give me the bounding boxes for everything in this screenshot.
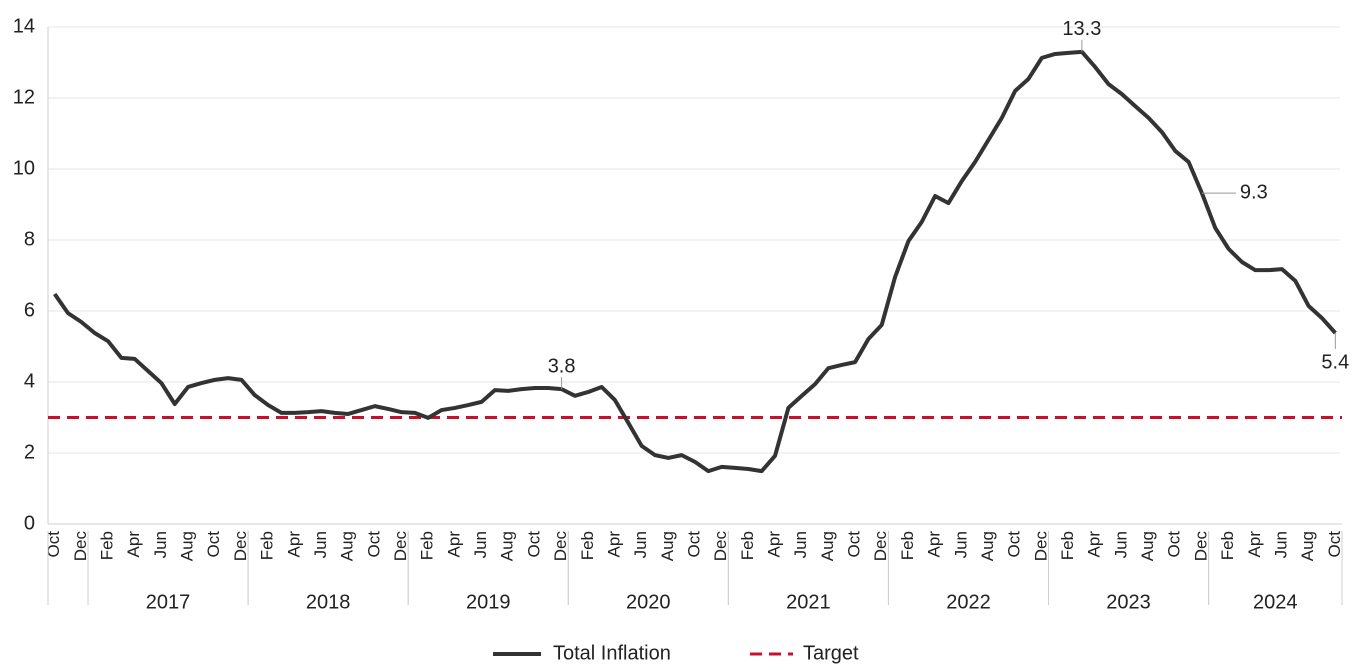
y-tick-label: 4 — [24, 370, 35, 392]
x-tick-label: Dec — [71, 531, 90, 562]
y-tick-label: 14 — [13, 15, 35, 37]
legend-label: Total Inflation — [553, 642, 671, 664]
y-tick-label: 0 — [24, 512, 35, 534]
x-tick-label: Jun — [311, 531, 330, 558]
data-label: 13.3 — [1062, 18, 1101, 40]
x-group-label: 2017 — [146, 591, 191, 613]
x-tick-label: Aug — [178, 531, 197, 561]
x-group-label: 2021 — [786, 591, 831, 613]
x-tick-label: Oct — [684, 531, 703, 558]
x-tick-label: Aug — [818, 531, 837, 561]
x-tick-label: Oct — [204, 531, 223, 558]
x-tick-label: Oct — [1325, 531, 1344, 558]
x-tick-label: Apr — [925, 531, 944, 558]
data-label: 3.8 — [548, 355, 576, 377]
x-tick-label: Aug — [338, 531, 357, 561]
x-tick-label: Jun — [1271, 531, 1290, 558]
x-tick-label: Apr — [1245, 531, 1264, 558]
x-tick-label: Oct — [44, 531, 63, 558]
x-tick-label: Dec — [391, 531, 410, 562]
x-tick-label: Feb — [1218, 531, 1237, 560]
legend-label: Target — [803, 642, 859, 664]
y-tick-label: 6 — [24, 299, 35, 321]
x-tick-label: Dec — [1191, 531, 1210, 562]
y-tick-label: 8 — [24, 228, 35, 250]
x-tick-label: Apr — [284, 531, 303, 558]
x-tick-label: Dec — [1031, 531, 1050, 562]
data-label: 5.4 — [1321, 351, 1349, 373]
x-tick-label: Feb — [898, 531, 917, 560]
x-tick-label: Feb — [418, 531, 437, 560]
y-tick-label: 12 — [13, 86, 35, 108]
x-tick-label: Oct — [1165, 531, 1184, 558]
x-tick-label: Apr — [604, 531, 623, 558]
y-tick-label: 2 — [24, 441, 35, 463]
x-tick-label: Oct — [845, 531, 864, 558]
x-tick-label: Feb — [98, 531, 117, 560]
x-tick-label: Jun — [1111, 531, 1130, 558]
x-tick-label: Aug — [978, 531, 997, 561]
x-tick-label: Dec — [231, 531, 250, 562]
x-tick-label: Feb — [738, 531, 757, 560]
x-group-label: 2018 — [306, 591, 351, 613]
x-tick-label: Apr — [1085, 531, 1104, 558]
x-group-label: 2022 — [946, 591, 991, 613]
x-tick-label: Jun — [791, 531, 810, 558]
x-tick-label: Feb — [1058, 531, 1077, 560]
x-group-label: 2019 — [466, 591, 511, 613]
x-tick-label: Jun — [951, 531, 970, 558]
x-tick-label: Jun — [631, 531, 650, 558]
data-label: 9.3 — [1240, 181, 1268, 203]
x-tick-label: Oct — [524, 531, 543, 558]
data-line — [53, 49, 1337, 474]
y-tick-label: 10 — [13, 157, 35, 179]
x-tick-label: Dec — [711, 531, 730, 562]
x-tick-label: Feb — [578, 531, 597, 560]
x-tick-label: Aug — [1298, 531, 1317, 561]
x-tick-label: Oct — [1005, 531, 1024, 558]
x-group-label: 2023 — [1106, 591, 1151, 613]
x-group-label: 2024 — [1253, 591, 1298, 613]
x-tick-label: Dec — [551, 531, 570, 562]
x-tick-label: Apr — [124, 531, 143, 558]
x-tick-label: Apr — [765, 531, 784, 558]
x-tick-label: Jun — [151, 531, 170, 558]
x-group-label: 2020 — [626, 591, 671, 613]
x-tick-label: Aug — [498, 531, 517, 561]
x-tick-label: Apr — [444, 531, 463, 558]
x-tick-label: Aug — [658, 531, 677, 561]
x-tick-label: Jun — [471, 531, 490, 558]
x-tick-label: Aug — [1138, 531, 1157, 561]
x-tick-label: Dec — [871, 531, 890, 562]
x-tick-label: Oct — [364, 531, 383, 558]
x-tick-label: Feb — [258, 531, 277, 560]
